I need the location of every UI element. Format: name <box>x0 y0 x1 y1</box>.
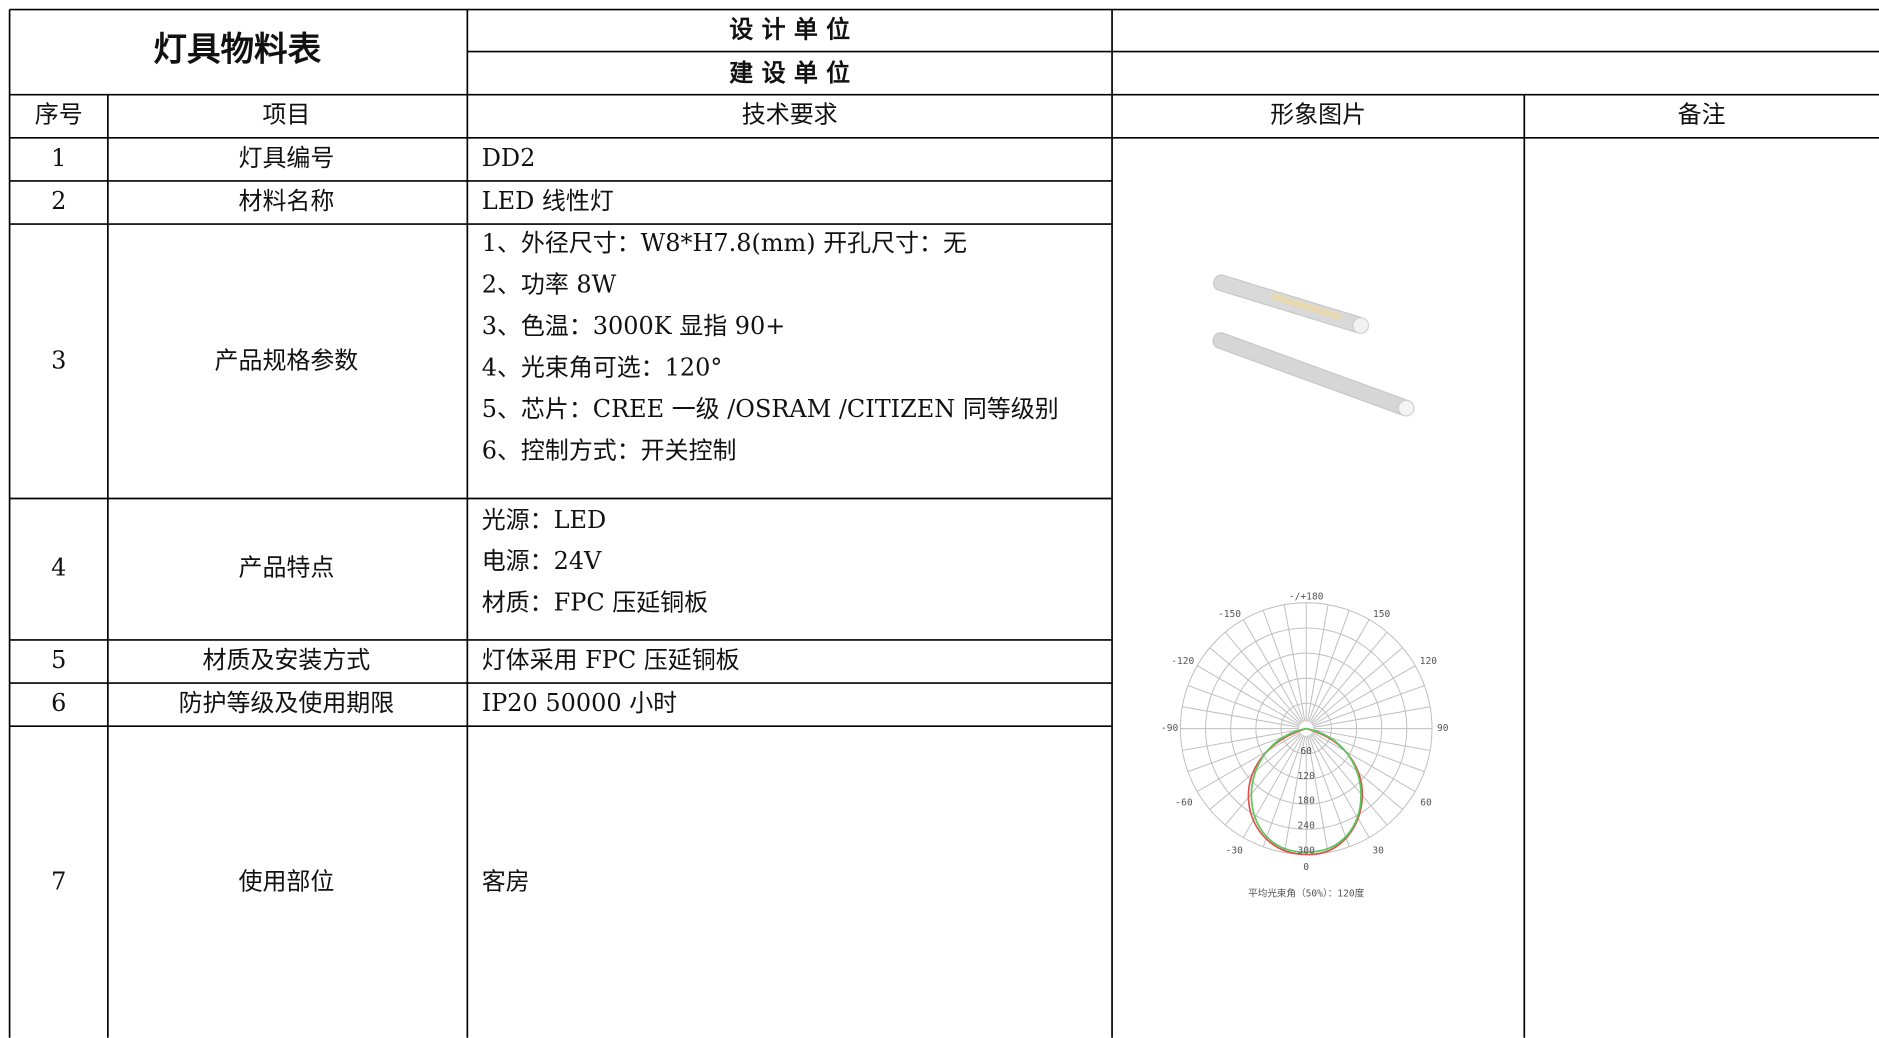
polar-spoke <box>1310 733 1388 826</box>
tube <box>1212 332 1415 417</box>
radial-label: 300 <box>1298 846 1316 857</box>
polar-spoke <box>1262 610 1305 722</box>
radial-label: 240 <box>1298 821 1316 832</box>
angle-label: 0 <box>1303 862 1309 873</box>
polar-spoke <box>1262 735 1305 847</box>
column-header: 备注 <box>1678 101 1726 129</box>
row-item: 防护等级及使用期限 <box>179 689 395 717</box>
polar-spoke <box>1308 610 1350 722</box>
row-item: 产品特点 <box>238 554 334 582</box>
tube <box>1212 274 1370 334</box>
polar-spoke <box>1313 706 1431 728</box>
row-number: 4 <box>51 554 66 582</box>
polar-spoke <box>1306 735 1329 853</box>
radial-label: 60 <box>1300 746 1312 757</box>
design-unit-label: 设 计 单 位 <box>729 16 850 44</box>
requirement-line: 2、功率 8W <box>482 270 617 298</box>
requirement-line: 灯体采用 FPC 压延铜板 <box>482 646 740 674</box>
row-item: 产品规格参数 <box>215 346 359 374</box>
column-header: 技术要求 <box>742 101 838 129</box>
requirement-line: 电源：24V <box>482 547 602 575</box>
polar-spoke <box>1196 665 1301 726</box>
polar-spoke <box>1283 604 1306 722</box>
column-header: 项目 <box>262 101 310 129</box>
construction-unit-label: 建 设 单 位 <box>729 59 850 87</box>
angle-label: 60 <box>1420 797 1432 808</box>
polar-spoke <box>1224 631 1302 724</box>
polar-spoke <box>1182 729 1300 751</box>
column-header: 序号 <box>35 101 83 129</box>
polar-spoke <box>1306 604 1329 722</box>
radial-label: 180 <box>1298 796 1316 807</box>
row-item: 灯具编号 <box>238 144 334 172</box>
row-number: 3 <box>51 346 66 374</box>
requirement-line: DD2 <box>482 144 536 172</box>
polar-spoke <box>1312 665 1416 726</box>
requirement-line: 1、外径尺寸：W8*H7.8(mm) 开孔尺寸：无 <box>482 229 967 257</box>
polar-spoke <box>1309 619 1370 723</box>
row-number: 6 <box>51 689 66 717</box>
angle-label: -60 <box>1175 797 1193 808</box>
polar-spoke <box>1242 619 1304 723</box>
table-root: 灯具物料表 设 计 单 位 建 设 单 位 -/+180150120906030… <box>8 8 1879 1038</box>
row-number: 1 <box>51 144 66 172</box>
requirement-line: 3、色温：3000K 显指 90+ <box>482 312 786 340</box>
polar-spoke <box>1310 631 1388 724</box>
requirement-line: 5、芯片：CREE 一级 /OSRAM /CITIZEN 同等级别 <box>482 395 1059 423</box>
angle-label: -90 <box>1161 723 1179 734</box>
radial-label: 120 <box>1298 771 1316 782</box>
row-item: 材料名称 <box>238 187 334 215</box>
sheet-title: 灯具物料表 <box>153 29 321 69</box>
requirement-line: 客房 <box>482 868 530 896</box>
polar-spoke <box>1182 706 1300 728</box>
row-number: 7 <box>51 868 66 896</box>
row-item: 材质及安装方式 <box>203 646 371 674</box>
angle-label: 30 <box>1372 845 1384 856</box>
polar-diagram: -/+1801501209060300-30-60-90-120-1506012… <box>1161 591 1449 899</box>
polar-spoke <box>1224 733 1302 826</box>
polar-spoke <box>1209 647 1301 725</box>
polar-spoke <box>1312 731 1416 792</box>
angle-label: 150 <box>1373 609 1391 620</box>
polar-spoke <box>1187 685 1300 727</box>
table-grid <box>8 8 1879 1038</box>
polar-spoke <box>1308 735 1350 847</box>
polar-spoke <box>1196 731 1301 792</box>
requirement-line: 光源：LED <box>482 506 606 534</box>
angle-label: 90 <box>1437 723 1449 734</box>
row-number: 2 <box>51 187 66 215</box>
polar-caption: 平均光束角（50%）：120度 <box>1248 887 1364 899</box>
column-header: 形象图片 <box>1270 101 1366 129</box>
row-number: 5 <box>51 646 66 674</box>
requirement-line: IP20 50000 小时 <box>482 689 677 717</box>
requirement-line: LED 线性灯 <box>482 187 614 215</box>
polar-spoke <box>1312 685 1425 727</box>
polar-spoke <box>1309 734 1370 838</box>
angle-label: -30 <box>1226 845 1244 856</box>
requirement-line: 6、控制方式：开关控制 <box>482 436 737 464</box>
angle-label: 120 <box>1420 656 1438 667</box>
requirement-line: 4、光束角可选：120° <box>482 353 723 381</box>
polar-spoke <box>1311 647 1403 725</box>
angle-label: -120 <box>1171 656 1194 667</box>
angle-label: -150 <box>1218 609 1241 620</box>
angle-label: -/+180 <box>1289 591 1324 602</box>
requirement-line: 材质：FPC 压延铜板 <box>482 589 708 617</box>
polar-spoke <box>1283 735 1306 853</box>
product-photo <box>1212 274 1415 417</box>
intensity-curve-green <box>1250 727 1362 853</box>
polar-spoke <box>1313 729 1431 751</box>
row-item: 使用部位 <box>238 868 334 896</box>
